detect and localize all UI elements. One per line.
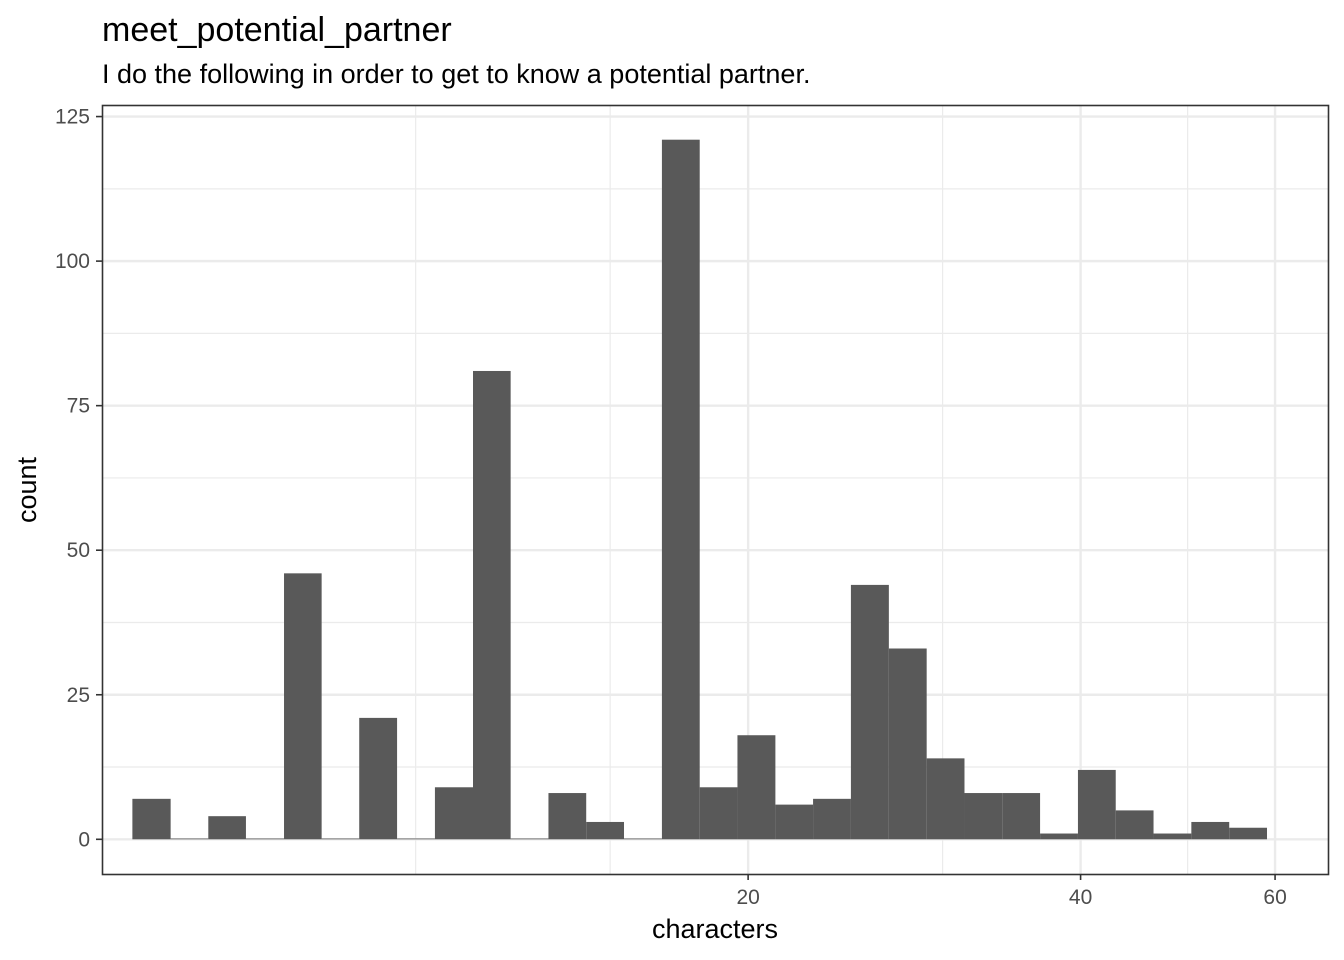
histogram-bar [586,821,625,840]
histogram-bar [208,816,246,840]
histogram-bars [132,139,1268,840]
histogram-bar [1040,833,1078,840]
histogram-bar [473,370,511,840]
y-tick-label: 25 [67,684,90,707]
y-tick-label: 75 [67,395,90,418]
y-axis-title: count [12,456,42,523]
histogram-bar [775,804,814,840]
chart-subtitle: I do the following in order to get to kn… [102,59,810,89]
x-tick-label: 20 [736,886,759,909]
x-axis-title: characters [652,914,778,944]
histogram-bar [1229,827,1268,840]
histogram-bar [397,838,435,840]
x-axis: 20 40 60 [736,874,1287,909]
histogram-bar [624,838,662,840]
y-tick-label: 100 [55,250,90,273]
histogram-bar [888,648,927,840]
histogram-bar [434,787,474,840]
histogram-bar [926,758,965,840]
histogram-bar [1191,821,1230,840]
histogram-bar [850,584,889,840]
histogram-bar [245,838,285,840]
y-tick-label: 50 [67,539,90,562]
chart-title: meet_potential_partner [102,11,452,49]
histogram-bar [510,838,549,840]
plot-border [101,104,1330,876]
histogram-bar [284,573,322,840]
histogram-bar [661,139,700,840]
y-tick-label: 125 [55,106,90,129]
histogram-bar [813,798,851,840]
histogram-bar [1115,810,1154,840]
y-axis: 0 25 50 75 100 125 [55,106,102,851]
histogram-bar [548,793,587,840]
histogram-bar [359,717,398,840]
x-tick-label: 60 [1263,886,1286,909]
y-tick-label: 0 [78,828,90,851]
histogram-bar [1002,793,1041,840]
histogram-bar [964,793,1003,840]
histogram-bar [737,735,776,840]
histogram-bar [1153,833,1192,840]
x-tick-label: 40 [1069,886,1092,909]
histogram-bar [132,798,171,840]
histogram-bar [321,838,360,840]
histogram-bar [170,838,209,840]
histogram-bar [1077,769,1116,840]
histogram-bar [699,787,738,840]
